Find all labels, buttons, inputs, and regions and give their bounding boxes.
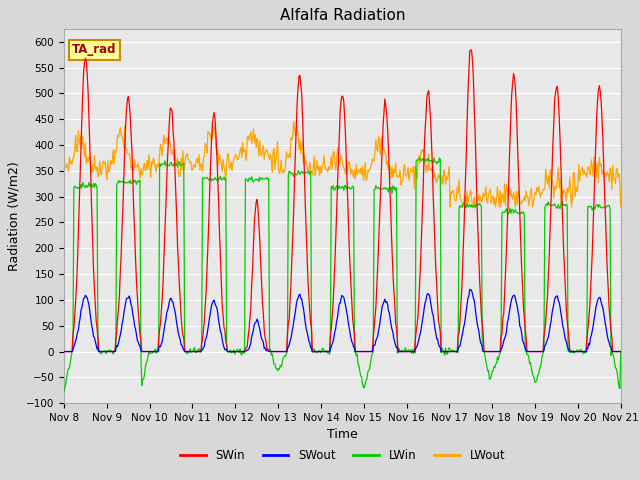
Legend: SWin, SWout, LWin, LWout: SWin, SWout, LWin, LWout [175, 444, 510, 467]
Title: Alfalfa Radiation: Alfalfa Radiation [280, 9, 405, 24]
Y-axis label: Radiation (W/m2): Radiation (W/m2) [7, 161, 20, 271]
Text: TA_rad: TA_rad [72, 43, 117, 56]
X-axis label: Time: Time [327, 429, 358, 442]
